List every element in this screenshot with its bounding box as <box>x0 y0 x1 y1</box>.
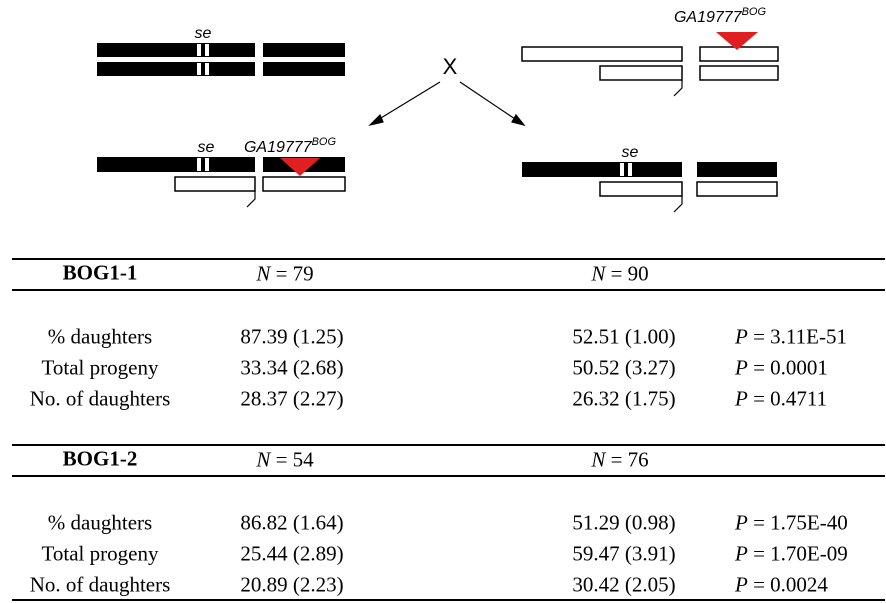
sample-size: N = 90 <box>591 262 648 287</box>
p-text: = 3.11E-51 <box>753 325 847 349</box>
value-left: 86.82 (1.64) <box>240 511 343 536</box>
n-value: = 54 <box>276 448 314 472</box>
p-value: P = 0.0024 <box>735 573 828 598</box>
p-value: P = 1.70E-09 <box>735 542 848 567</box>
value-right: 51.29 (0.98) <box>572 511 675 536</box>
n-symbol: N <box>256 262 270 286</box>
n-symbol: N <box>591 262 605 286</box>
p-value: P = 3.11E-51 <box>735 325 847 350</box>
n-value: = 90 <box>611 262 649 286</box>
p-symbol: P <box>735 356 748 380</box>
p-text: = 1.75E-40 <box>753 511 848 535</box>
p-symbol: P <box>735 542 748 566</box>
n-value: = 76 <box>611 448 649 472</box>
value-left: 87.39 (1.25) <box>240 325 343 350</box>
n-value: = 79 <box>276 262 314 286</box>
row-label: No. of daughters <box>30 387 171 412</box>
row-label: % daughters <box>48 325 152 350</box>
value-right: 30.42 (2.05) <box>572 573 675 598</box>
value-left: 28.37 (2.27) <box>240 387 343 412</box>
sample-size: N = 54 <box>256 448 313 473</box>
p-text: = 1.70E-09 <box>753 542 848 566</box>
rule <box>12 258 885 260</box>
n-symbol: N <box>256 448 270 472</box>
p-symbol: P <box>735 511 748 535</box>
p-symbol: P <box>735 573 748 597</box>
p-symbol: P <box>735 325 748 349</box>
n-symbol: N <box>591 448 605 472</box>
p-text: = 0.4711 <box>753 387 827 411</box>
section-title: BOG1-2 <box>63 447 138 472</box>
sample-size: N = 79 <box>256 262 313 287</box>
row-label: % daughters <box>48 511 152 536</box>
section-title: BOG1-1 <box>63 261 138 286</box>
value-left: 33.34 (2.68) <box>240 356 343 381</box>
rule <box>12 444 885 446</box>
value-right: 26.32 (1.75) <box>572 387 675 412</box>
value-right: 59.47 (3.91) <box>572 542 675 567</box>
rule <box>12 599 885 601</box>
p-value: P = 0.0001 <box>735 356 828 381</box>
page: se GA19777BOG X se GA19777BOG se BOG1-1N… <box>0 0 886 603</box>
row-label: Total progeny <box>42 356 159 381</box>
value-right: 52.51 (1.00) <box>572 325 675 350</box>
p-text: = 0.0001 <box>753 356 828 380</box>
p-value: P = 1.75E-40 <box>735 511 848 536</box>
row-label: No. of daughters <box>30 573 171 598</box>
results-table: BOG1-1N = 79N = 90% daughters87.39 (1.25… <box>0 0 886 603</box>
p-symbol: P <box>735 387 748 411</box>
sample-size: N = 76 <box>591 448 648 473</box>
value-left: 25.44 (2.89) <box>240 542 343 567</box>
value-right: 50.52 (3.27) <box>572 356 675 381</box>
p-text: = 0.0024 <box>753 573 828 597</box>
p-value: P = 0.4711 <box>735 387 827 412</box>
rule <box>12 289 885 291</box>
rule <box>12 475 885 477</box>
value-left: 20.89 (2.23) <box>240 573 343 598</box>
row-label: Total progeny <box>42 542 159 567</box>
